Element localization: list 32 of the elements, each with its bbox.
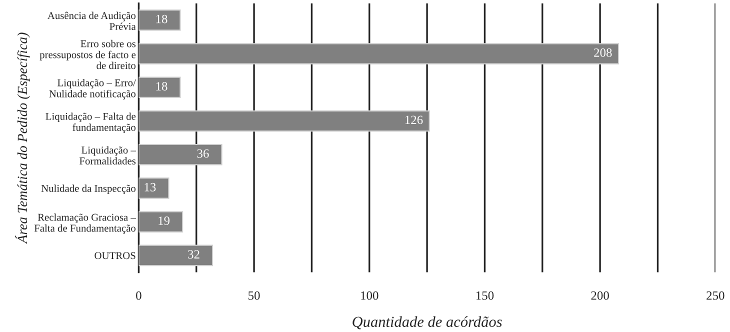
data-label: 18 bbox=[156, 82, 168, 90]
x-tick-label: 100 bbox=[361, 291, 378, 300]
y-tick-label: Liquidação – Erro/ Nulidade notificação bbox=[49, 78, 136, 100]
x-axis-title: Quantidade de acórdãos bbox=[352, 316, 502, 330]
y-tick-label: Reclamação Graciosa – Falta de Fundamentação bbox=[34, 213, 136, 234]
bar bbox=[138, 76, 181, 98]
bar bbox=[138, 144, 222, 166]
bar bbox=[138, 178, 170, 199]
y-tick-label: Nulidade da Inspecção bbox=[41, 184, 136, 194]
bar bbox=[138, 110, 430, 132]
y-axis-title: Área Temática do Pedido (Específica) bbox=[15, 32, 30, 244]
data-label: 36 bbox=[197, 149, 209, 158]
bar bbox=[138, 43, 620, 64]
y-tick-label: Ausência de Audição Prévia bbox=[48, 12, 136, 30]
data-label: 18 bbox=[156, 14, 168, 24]
x-tick-label: 200 bbox=[591, 291, 609, 300]
bar bbox=[138, 9, 181, 31]
y-tick-label: Liquidação – Formalidades bbox=[80, 146, 136, 164]
bar bbox=[138, 244, 214, 266]
x-tick-label: 50 bbox=[248, 291, 260, 300]
x-tick-label: 250 bbox=[706, 291, 724, 300]
y-tick-label: Erro sobre os pressupostos de facto e de direito bbox=[40, 40, 136, 70]
data-label: 208 bbox=[594, 48, 612, 57]
y-tick-label: Liquidação – Falta de fundamentação bbox=[46, 112, 136, 134]
y-tick-label: OUTROS bbox=[94, 252, 136, 260]
data-label: 19 bbox=[158, 216, 170, 225]
data-label: 126 bbox=[405, 116, 423, 124]
data-label: 32 bbox=[188, 250, 200, 259]
x-tick-label: 0 bbox=[136, 291, 142, 300]
x-tick-label: 150 bbox=[476, 291, 494, 300]
data-label: 13 bbox=[144, 182, 156, 192]
bar bbox=[138, 211, 184, 232]
